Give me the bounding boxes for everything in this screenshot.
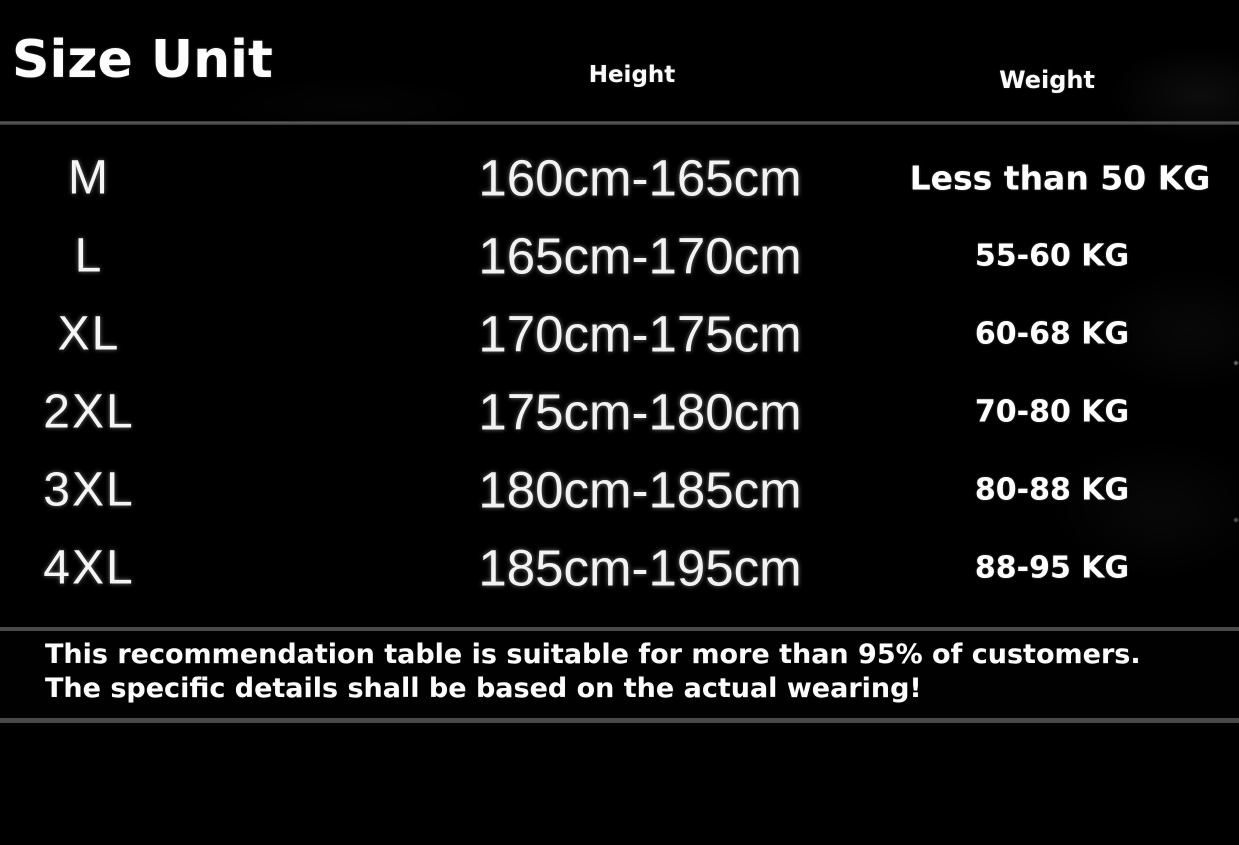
table-row: L 165cm-170cm 55-60 KG — [0, 217, 1239, 295]
weight-cell: 70-80 KG — [974, 394, 1130, 430]
size-cell: XL — [57, 307, 121, 361]
footer-line-2: The specific details shall be based on t… — [45, 673, 922, 704]
height-cell: 160cm-165cm — [478, 149, 802, 207]
table-row: 2XL 175cm-180cm 70-80 KG — [0, 373, 1239, 451]
size-cell: L — [74, 229, 104, 283]
footer-line-1: This recommendation table is suitable fo… — [45, 639, 1141, 670]
size-cell: 3XL — [43, 463, 135, 517]
table-row: M 160cm-165cm Less than 50 KG — [0, 139, 1239, 217]
height-cell: 165cm-170cm — [478, 227, 802, 285]
size-cell: 4XL — [43, 541, 135, 595]
table-row: XL 170cm-175cm 60-68 KG — [0, 295, 1239, 373]
height-cell: 175cm-180cm — [478, 383, 802, 441]
size-table: M 160cm-165cm Less than 50 KG L 165cm-170cm 5… — [0, 125, 1239, 607]
table-row: 4XL 185cm-195cm 88-95 KG — [0, 529, 1239, 607]
weight-cell: 80-88 KG — [974, 472, 1130, 508]
height-column-header: Height — [588, 62, 676, 88]
table-row: 3XL 180cm-185cm 80-88 KG — [0, 451, 1239, 529]
weight-cell: 60-68 KG — [974, 316, 1130, 352]
height-cell: 185cm-195cm — [478, 539, 802, 597]
weight-cell: Less than 50 KG — [909, 158, 1211, 198]
height-cell: 180cm-185cm — [478, 461, 802, 519]
weight-cell: 55-60 KG — [974, 238, 1130, 274]
weight-column-header: Weight — [999, 66, 1095, 94]
size-cell: M — [68, 151, 110, 205]
weight-cell: 88-95 KG — [974, 550, 1130, 586]
page-title: Size Unit — [12, 30, 273, 90]
size-cell: 2XL — [43, 385, 135, 439]
bottom-spacer — [0, 723, 1239, 845]
footer-note: This recommendation table is suitable fo… — [0, 627, 1239, 723]
header-divider — [0, 121, 1239, 125]
height-cell: 170cm-175cm — [478, 305, 802, 363]
